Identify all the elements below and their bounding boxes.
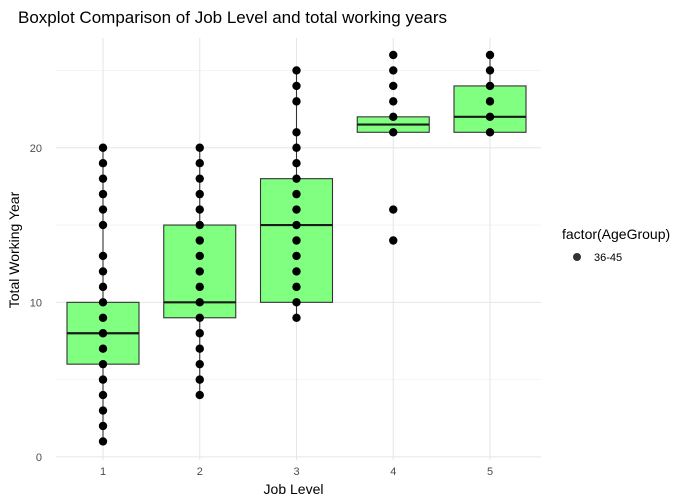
data-point (485, 81, 495, 91)
data-point (98, 267, 108, 276)
data-point (292, 313, 301, 322)
data-point (389, 50, 398, 60)
data-point (195, 236, 204, 245)
legend-label: 36-45 (594, 252, 622, 264)
data-point (292, 282, 301, 292)
data-point (292, 128, 301, 137)
data-point (292, 81, 301, 91)
data-point (292, 159, 301, 168)
data-point (98, 359, 108, 369)
data-point (485, 50, 495, 60)
legend: factor(AgeGroup) 36-45 (562, 226, 670, 264)
legend-key-point (573, 253, 581, 261)
data-point (485, 97, 495, 106)
x-tick-label: 3 (293, 466, 299, 478)
data-point (292, 220, 301, 230)
data-point (485, 128, 495, 137)
y-tick-label: 0 (36, 452, 42, 464)
data-point (292, 97, 301, 106)
data-point (98, 143, 108, 152)
data-point (389, 205, 398, 214)
data-point (98, 437, 108, 446)
data-point (98, 159, 108, 168)
data-point (98, 406, 108, 415)
data-point (195, 359, 204, 369)
x-tick-label: 1 (100, 466, 106, 478)
data-point (98, 344, 108, 353)
data-point (195, 205, 204, 214)
data-point (195, 220, 204, 230)
data-point (98, 313, 108, 322)
data-point (98, 329, 108, 338)
data-point (195, 251, 204, 261)
box-iqr (453, 85, 527, 133)
y-tick-label: 20 (30, 143, 42, 155)
data-point (98, 220, 108, 230)
data-point (195, 267, 204, 276)
data-point (389, 112, 398, 122)
data-point (195, 174, 204, 183)
points (98, 50, 495, 446)
data-point (292, 189, 301, 199)
data-point (292, 66, 301, 75)
chart-title: Boxplot Comparison of Job Level and tota… (18, 8, 447, 27)
data-point (195, 313, 204, 322)
x-tick-label: 5 (487, 466, 493, 478)
data-point (195, 390, 204, 400)
data-point (98, 298, 108, 307)
data-point (389, 128, 398, 137)
data-point (195, 344, 204, 353)
data-point (292, 267, 301, 276)
data-point (292, 236, 301, 245)
data-point (485, 66, 495, 75)
data-point (292, 205, 301, 214)
data-point (195, 329, 204, 338)
data-point (195, 282, 204, 292)
data-point (292, 174, 301, 183)
data-point (195, 375, 204, 384)
y-axis-title: Total Working Year (6, 191, 22, 308)
data-point (195, 298, 204, 307)
x-tick-labels: 1 2 3 4 5 (100, 466, 493, 478)
data-point (98, 421, 108, 431)
x-axis-title: Job Level (264, 481, 324, 497)
data-point (292, 298, 301, 307)
y-tick-label: 10 (30, 297, 42, 309)
x-tick-label: 4 (390, 466, 396, 478)
data-point (292, 251, 301, 261)
data-point (195, 189, 204, 199)
x-tick-label: 2 (197, 466, 203, 478)
data-point (389, 66, 398, 75)
data-point (98, 390, 108, 400)
data-point (485, 112, 495, 122)
data-point (98, 189, 108, 199)
data-point (98, 282, 108, 292)
data-point (98, 375, 108, 384)
data-point (389, 97, 398, 106)
data-point (292, 143, 301, 152)
data-point (98, 174, 108, 183)
data-point (195, 143, 204, 152)
data-point (195, 159, 204, 168)
data-point (98, 251, 108, 261)
data-point (98, 205, 108, 214)
y-tick-labels: 0 10 20 (30, 143, 42, 464)
legend-title: factor(AgeGroup) (562, 226, 670, 242)
data-point (389, 236, 398, 245)
data-point (389, 81, 398, 91)
